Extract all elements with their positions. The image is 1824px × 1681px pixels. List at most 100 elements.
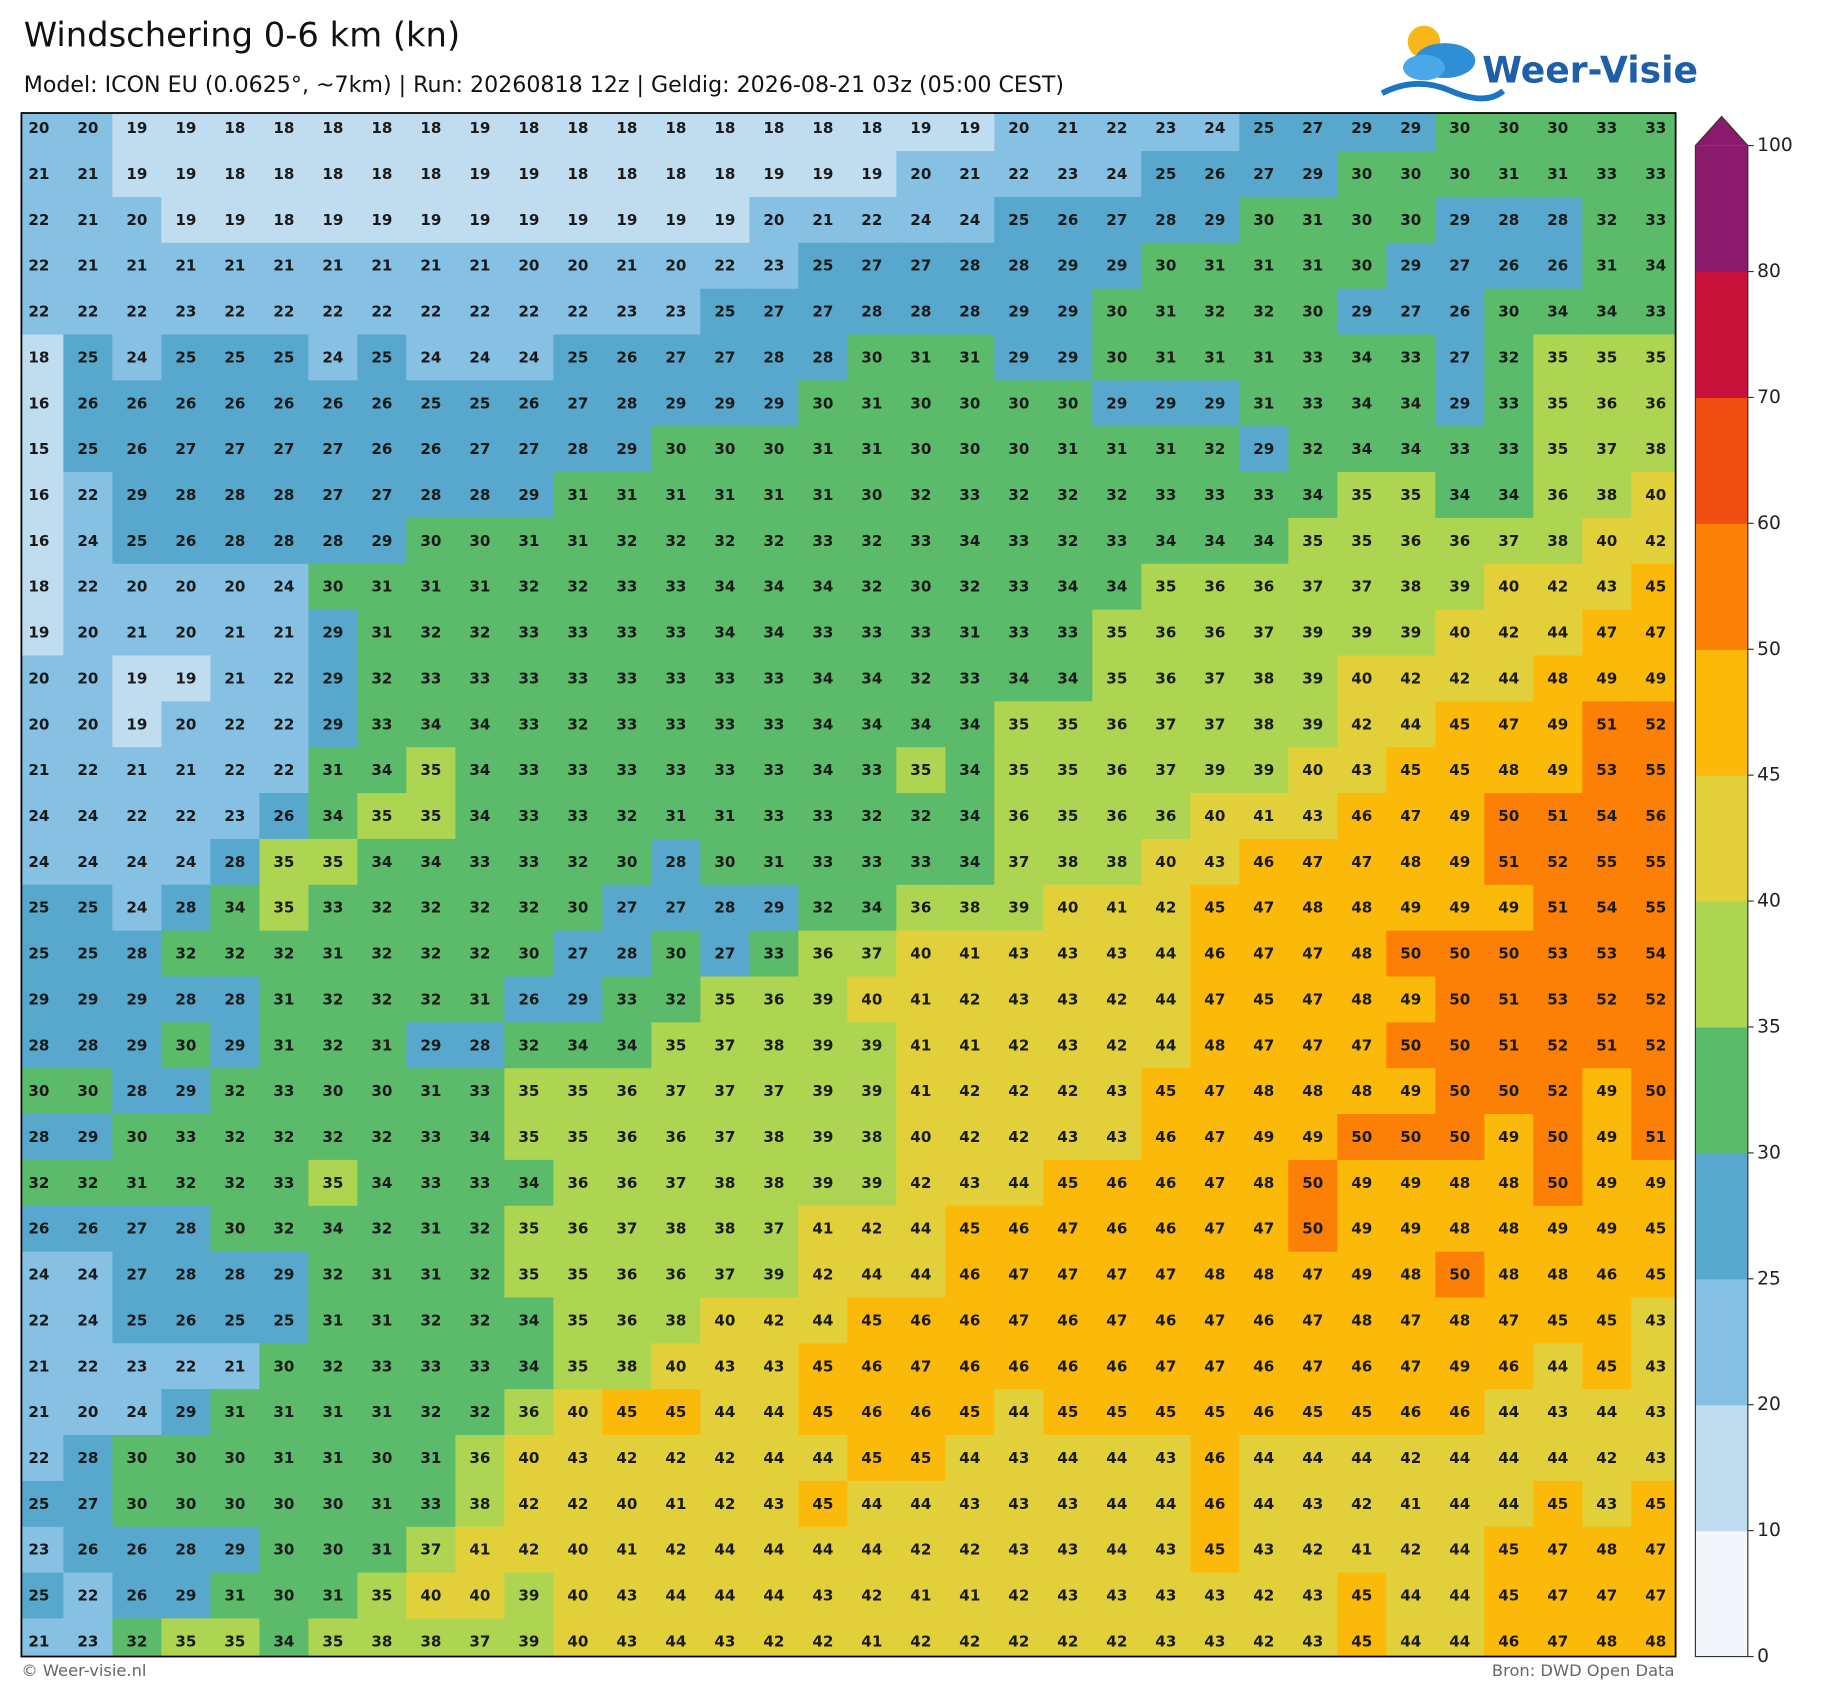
field-cell bbox=[63, 1297, 114, 1345]
grid-value: 42 bbox=[959, 1541, 980, 1559]
field-cell bbox=[847, 1022, 898, 1069]
field-cell bbox=[1484, 1114, 1535, 1161]
grid-value: 18 bbox=[665, 165, 686, 183]
grid-value: 24 bbox=[77, 807, 98, 825]
field-cell bbox=[455, 1435, 506, 1482]
grid-value: 32 bbox=[567, 715, 588, 733]
field-cell bbox=[651, 242, 702, 290]
grid-value: 41 bbox=[1351, 1541, 1372, 1559]
grid-value: 25 bbox=[224, 348, 245, 366]
field-cell bbox=[63, 1435, 114, 1482]
grid-value: 43 bbox=[567, 1449, 588, 1467]
field-cell bbox=[1141, 1251, 1192, 1299]
field-cell bbox=[553, 884, 604, 932]
grid-value: 44 bbox=[861, 1266, 882, 1284]
grid-value: 30 bbox=[1449, 165, 1470, 183]
field-cell bbox=[1141, 334, 1192, 382]
grid-value: 50 bbox=[1400, 1036, 1421, 1054]
field-cell bbox=[406, 472, 457, 519]
grid-value: 30 bbox=[861, 348, 882, 366]
grid-value: 19 bbox=[469, 165, 490, 183]
grid-value: 39 bbox=[1302, 715, 1323, 733]
grid-value: 35 bbox=[714, 990, 735, 1008]
field-cell bbox=[210, 1389, 261, 1436]
grid-value: 42 bbox=[1596, 1449, 1617, 1467]
field-cell bbox=[259, 1205, 310, 1253]
field-cell bbox=[1533, 334, 1584, 382]
field-cell bbox=[1239, 701, 1290, 748]
field-cell bbox=[63, 976, 114, 1024]
grid-value: 53 bbox=[1547, 945, 1568, 963]
grid-value: 29 bbox=[322, 624, 343, 642]
grid-value: 19 bbox=[469, 211, 490, 229]
field-cell bbox=[1092, 976, 1143, 1024]
grid-value: 48 bbox=[1400, 1266, 1421, 1284]
grid-value: 19 bbox=[322, 211, 343, 229]
grid-value: 52 bbox=[1547, 1036, 1568, 1054]
grid-value: 50 bbox=[1547, 1174, 1568, 1192]
grid-value: 33 bbox=[1302, 348, 1323, 366]
field-cell bbox=[994, 1068, 1045, 1115]
grid-value: 33 bbox=[1155, 486, 1176, 504]
grid-value: 25 bbox=[420, 394, 441, 412]
grid-value: 43 bbox=[1057, 1036, 1078, 1054]
grid-value: 41 bbox=[1400, 1495, 1421, 1513]
field-cell bbox=[63, 1618, 114, 1657]
field-cell bbox=[63, 1526, 114, 1574]
grid-value: 44 bbox=[1498, 1449, 1519, 1467]
grid-value: 33 bbox=[763, 715, 784, 733]
grid-value: 32 bbox=[371, 899, 392, 917]
field-cell bbox=[1239, 151, 1290, 198]
grid-value: 45 bbox=[1351, 1632, 1372, 1650]
field-cell bbox=[798, 747, 849, 794]
field-cell bbox=[455, 380, 506, 427]
grid-value: 40 bbox=[518, 1449, 539, 1467]
field-cell bbox=[357, 1389, 408, 1436]
grid-value: 49 bbox=[1596, 1082, 1617, 1100]
field-cell bbox=[700, 1205, 751, 1253]
field-cell bbox=[21, 426, 65, 473]
field-cell bbox=[945, 288, 996, 336]
field-cell bbox=[1386, 655, 1437, 703]
grid-value: 49 bbox=[1449, 853, 1470, 871]
field-cell bbox=[1386, 1205, 1437, 1253]
grid-value: 34 bbox=[861, 715, 882, 733]
field-cell bbox=[1582, 1251, 1633, 1299]
field-cell bbox=[1043, 112, 1094, 152]
field-cell bbox=[504, 112, 555, 152]
grid-value: 45 bbox=[1449, 761, 1470, 779]
grid-value: 41 bbox=[812, 1220, 833, 1238]
field-cell bbox=[161, 563, 212, 611]
grid-value: 32 bbox=[126, 1632, 147, 1650]
grid-value: 34 bbox=[273, 1632, 294, 1650]
field-cell bbox=[896, 1435, 947, 1482]
grid-value: 35 bbox=[567, 1266, 588, 1284]
field-cell bbox=[994, 151, 1045, 198]
grid-value: 33 bbox=[518, 715, 539, 733]
grid-value: 46 bbox=[959, 1311, 980, 1329]
grid-value: 41 bbox=[616, 1541, 637, 1559]
field-cell bbox=[112, 196, 163, 244]
field-cell bbox=[1435, 1159, 1486, 1207]
grid-value: 42 bbox=[910, 1632, 931, 1650]
field-cell bbox=[1141, 930, 1192, 978]
grid-value: 30 bbox=[224, 1449, 245, 1467]
grid-value: 31 bbox=[1253, 394, 1274, 412]
field-cell bbox=[1582, 747, 1633, 794]
grid-value: 34 bbox=[714, 578, 735, 596]
grid-value: 33 bbox=[469, 1357, 490, 1375]
grid-value: 20 bbox=[175, 715, 196, 733]
grid-value: 36 bbox=[1204, 624, 1225, 642]
grid-value: 31 bbox=[322, 1403, 343, 1421]
field-cell bbox=[259, 151, 310, 198]
grid-value: 29 bbox=[1106, 394, 1127, 412]
field-cell bbox=[357, 1526, 408, 1574]
field-cell bbox=[994, 1251, 1045, 1299]
grid-value: 49 bbox=[1400, 1220, 1421, 1238]
field-cell bbox=[749, 151, 800, 198]
grid-value: 46 bbox=[861, 1403, 882, 1421]
field-cell bbox=[896, 609, 947, 657]
grid-value: 16 bbox=[28, 486, 49, 504]
field-cell bbox=[259, 1526, 310, 1574]
field-cell bbox=[602, 151, 653, 198]
